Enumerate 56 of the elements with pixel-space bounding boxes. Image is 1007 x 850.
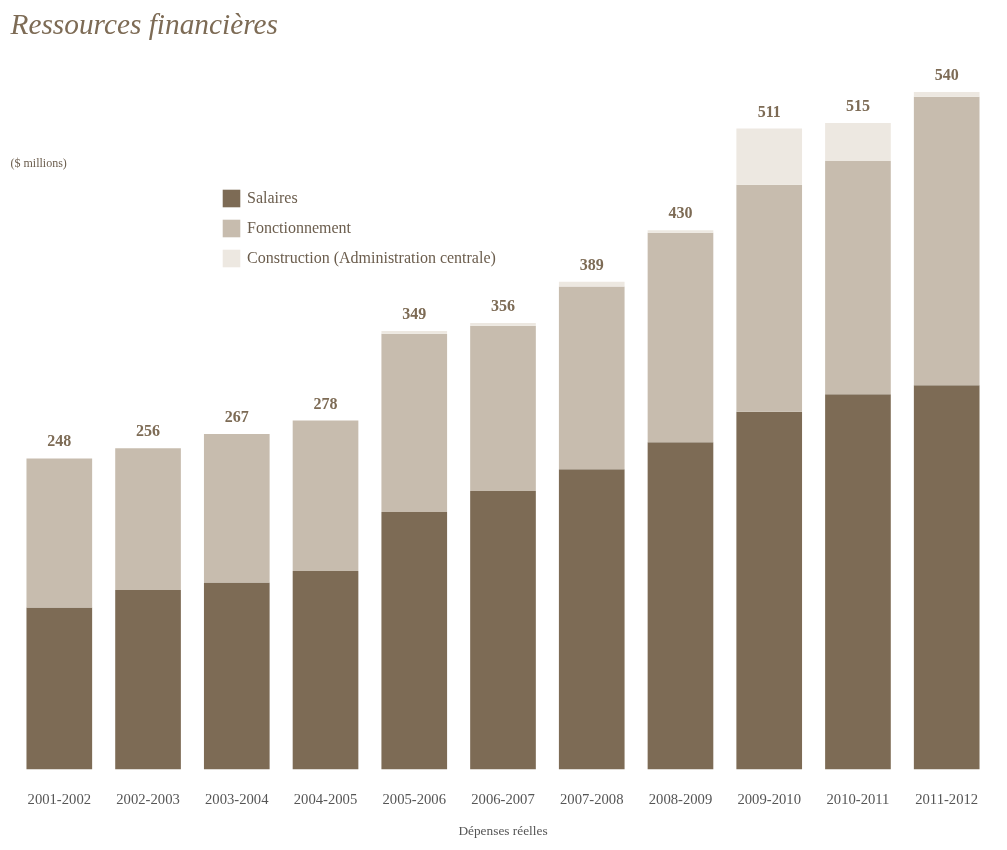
annotation: 511 (757, 102, 781, 120)
bar (26, 607, 93, 770)
bar (292, 570, 359, 770)
x-tick-label: 2001-2002 (27, 790, 92, 807)
chart-title: Ressources financières (9, 7, 278, 40)
x-tick-label: 2006-2007 (471, 790, 535, 807)
x-axis-title: Dépenses réelles (458, 822, 548, 838)
bar (913, 91, 980, 97)
annotation: 349 (402, 305, 427, 323)
annotation: 515 (845, 97, 870, 115)
bar (558, 469, 625, 770)
legend-label: Construction (Administration centrale) (247, 249, 496, 267)
bar (470, 322, 536, 326)
bar (647, 442, 714, 770)
bar (825, 161, 891, 395)
annotation: 430 (668, 204, 693, 222)
legend-label: Fonctionnement (247, 219, 351, 237)
bar (381, 512, 448, 770)
annotation: 540 (934, 65, 959, 83)
x-tick-label: 2009-2010 (737, 790, 801, 807)
x-tick-label: 2011-2012 (915, 790, 979, 807)
bar (558, 286, 625, 470)
bar (203, 582, 270, 770)
bar (381, 333, 448, 513)
x-tick-label: 2004-2005 (293, 790, 358, 807)
y-axis-title: ($ millions) (10, 155, 67, 170)
bar (26, 458, 93, 608)
bar (736, 184, 803, 412)
bar (203, 434, 270, 583)
bar (913, 385, 980, 770)
legend-label: Salaires (247, 189, 298, 207)
x-tick-label: 2008-2009 (648, 790, 713, 807)
bar (736, 411, 803, 770)
bar (647, 230, 714, 233)
annotation: 278 (313, 394, 338, 412)
annotation: 256 (136, 422, 161, 440)
bar (736, 128, 803, 185)
bar (825, 123, 891, 162)
x-tick-label: 2003-2004 (205, 790, 270, 807)
bar (825, 394, 891, 770)
x-tick-label: 2002-2003 (116, 790, 180, 807)
bar (470, 325, 536, 492)
bar (115, 448, 181, 590)
annotation: 389 (579, 255, 604, 273)
annotation: 267 (224, 408, 249, 426)
annotation: 356 (491, 296, 515, 314)
bar (470, 491, 536, 770)
x-tick-label: 2010-2011 (826, 790, 890, 807)
bar (913, 96, 980, 386)
bar (381, 331, 448, 334)
bar (647, 232, 714, 443)
annotation: 248 (47, 432, 72, 450)
x-tick-label: 2005-2006 (382, 790, 447, 807)
bar (292, 420, 359, 571)
x-tick-label: 2007-2008 (559, 790, 624, 807)
bar (115, 589, 181, 770)
